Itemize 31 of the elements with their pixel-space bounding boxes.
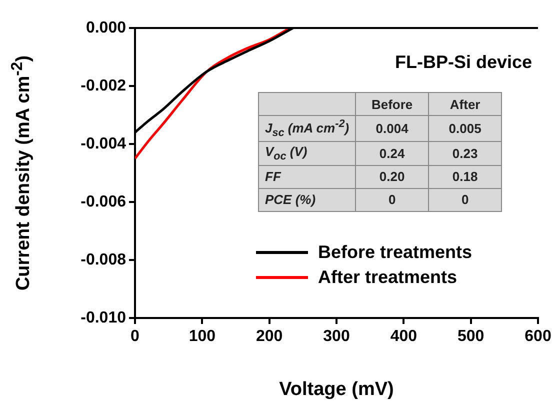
legend-label: After treatments bbox=[317, 266, 458, 289]
y-tick-label: -0.010 bbox=[80, 309, 126, 326]
annotation: 0.005 bbox=[428, 116, 502, 142]
x-tick-label: 100 bbox=[188, 328, 216, 346]
annotation: 0.23 bbox=[428, 141, 502, 166]
y-tick-label: -0.006 bbox=[80, 193, 126, 210]
annotation: 0 bbox=[428, 188, 502, 212]
annotation: 0.18 bbox=[428, 165, 502, 188]
y-tick-label: -0.008 bbox=[80, 251, 126, 268]
annotation: FF bbox=[258, 165, 356, 188]
x-tick-label: 600 bbox=[524, 328, 552, 346]
y-tick-label: -0.002 bbox=[80, 77, 126, 94]
annotation: After bbox=[428, 92, 502, 116]
x-tick-label: 0 bbox=[130, 328, 140, 346]
annotation: 0 bbox=[356, 188, 429, 212]
y-tick-label: -0.004 bbox=[80, 135, 126, 152]
annotation: V$_{oc}$ (V) bbox=[258, 141, 356, 166]
x-axis-title: Voltage (mV) bbox=[279, 378, 394, 400]
x-tick-label: 400 bbox=[390, 328, 418, 346]
annotation: J$_{sc}$ (mA cm$^{-2}$) bbox=[258, 116, 356, 142]
x-tick-label: 300 bbox=[323, 328, 350, 346]
annotation: PCE (%) bbox=[258, 188, 356, 212]
annotation: FL-BP-Si device bbox=[394, 52, 532, 73]
x-tick-label: 200 bbox=[256, 328, 283, 346]
legend-label: Before treatments bbox=[317, 241, 472, 264]
annotation: 0.004 bbox=[356, 116, 429, 142]
annotation: Before bbox=[356, 92, 429, 116]
y-tick-label: 0.000 bbox=[86, 19, 126, 36]
annotation: 0.24 bbox=[356, 141, 429, 166]
annotation: 0.20 bbox=[356, 165, 429, 188]
x-tick-label: 500 bbox=[457, 328, 484, 346]
